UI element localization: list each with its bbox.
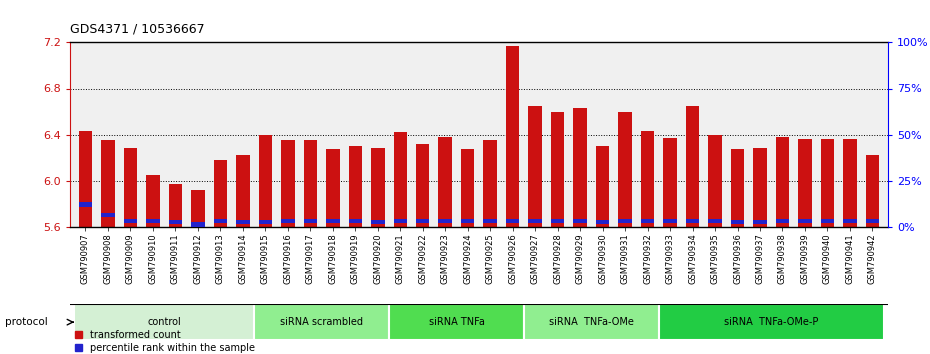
Legend: transformed count, percentile rank within the sample: transformed count, percentile rank withi… xyxy=(74,330,255,353)
Bar xyxy=(484,218,497,223)
Bar xyxy=(326,149,339,227)
Bar xyxy=(574,218,587,223)
Bar xyxy=(74,304,254,340)
Bar xyxy=(101,213,114,217)
Bar xyxy=(641,131,655,227)
Bar xyxy=(731,219,744,224)
Bar xyxy=(506,46,520,227)
Text: siRNA  TNFa-OMe: siRNA TNFa-OMe xyxy=(549,317,634,327)
Bar xyxy=(461,149,474,227)
Bar xyxy=(438,218,452,223)
Bar xyxy=(259,219,272,224)
Bar xyxy=(101,140,114,227)
Bar xyxy=(303,218,317,223)
Bar xyxy=(753,148,766,227)
Bar xyxy=(709,135,722,227)
Bar xyxy=(281,218,295,223)
Bar xyxy=(416,218,430,223)
Bar xyxy=(798,139,812,227)
Bar xyxy=(214,160,227,227)
Bar xyxy=(484,140,497,227)
Bar xyxy=(192,190,205,227)
Bar xyxy=(618,218,631,223)
Text: siRNA scrambled: siRNA scrambled xyxy=(280,317,363,327)
Bar xyxy=(79,131,92,227)
Text: control: control xyxy=(147,317,181,327)
Bar xyxy=(281,140,295,227)
Text: siRNA  TNFa-OMe-P: siRNA TNFa-OMe-P xyxy=(724,317,818,327)
Bar xyxy=(731,149,744,227)
Bar xyxy=(596,146,609,227)
Bar xyxy=(551,218,565,223)
Bar xyxy=(192,222,205,227)
Bar xyxy=(844,139,857,227)
Bar xyxy=(326,218,339,223)
Bar xyxy=(551,112,565,227)
Bar xyxy=(798,218,812,223)
Bar xyxy=(349,146,362,227)
Bar xyxy=(685,106,699,227)
Bar xyxy=(371,219,384,224)
Bar xyxy=(259,135,272,227)
Bar xyxy=(168,219,182,224)
Bar xyxy=(866,155,879,227)
Bar xyxy=(866,218,879,223)
Text: siRNA TNFa: siRNA TNFa xyxy=(429,317,485,327)
Bar xyxy=(254,304,389,340)
Bar xyxy=(820,218,834,223)
Bar xyxy=(528,106,542,227)
Bar xyxy=(524,304,658,340)
Bar xyxy=(438,137,452,227)
Bar xyxy=(776,218,790,223)
Bar xyxy=(574,108,587,227)
Bar xyxy=(709,218,722,223)
Bar xyxy=(236,155,249,227)
Bar xyxy=(528,218,542,223)
Bar xyxy=(658,304,884,340)
Bar xyxy=(753,219,766,224)
Bar xyxy=(596,219,609,224)
Bar xyxy=(214,218,227,223)
Bar xyxy=(146,175,160,227)
Bar xyxy=(618,112,631,227)
Bar xyxy=(663,218,677,223)
Bar xyxy=(820,139,834,227)
Text: protocol: protocol xyxy=(5,317,47,327)
Bar xyxy=(124,148,138,227)
Bar xyxy=(776,137,790,227)
Bar xyxy=(146,218,160,223)
Bar xyxy=(303,140,317,227)
Bar xyxy=(349,218,362,223)
Bar xyxy=(685,218,699,223)
Bar xyxy=(389,304,524,340)
Bar xyxy=(663,138,677,227)
Bar xyxy=(236,219,249,224)
Bar xyxy=(461,218,474,223)
Bar xyxy=(371,148,384,227)
Bar xyxy=(393,132,407,227)
Bar xyxy=(506,218,520,223)
Text: GDS4371 / 10536667: GDS4371 / 10536667 xyxy=(70,22,205,35)
Bar xyxy=(124,218,138,223)
Bar xyxy=(168,184,182,227)
Bar xyxy=(641,218,655,223)
Bar xyxy=(416,144,430,227)
Bar xyxy=(844,218,857,223)
Bar xyxy=(393,218,407,223)
Bar xyxy=(79,202,92,207)
